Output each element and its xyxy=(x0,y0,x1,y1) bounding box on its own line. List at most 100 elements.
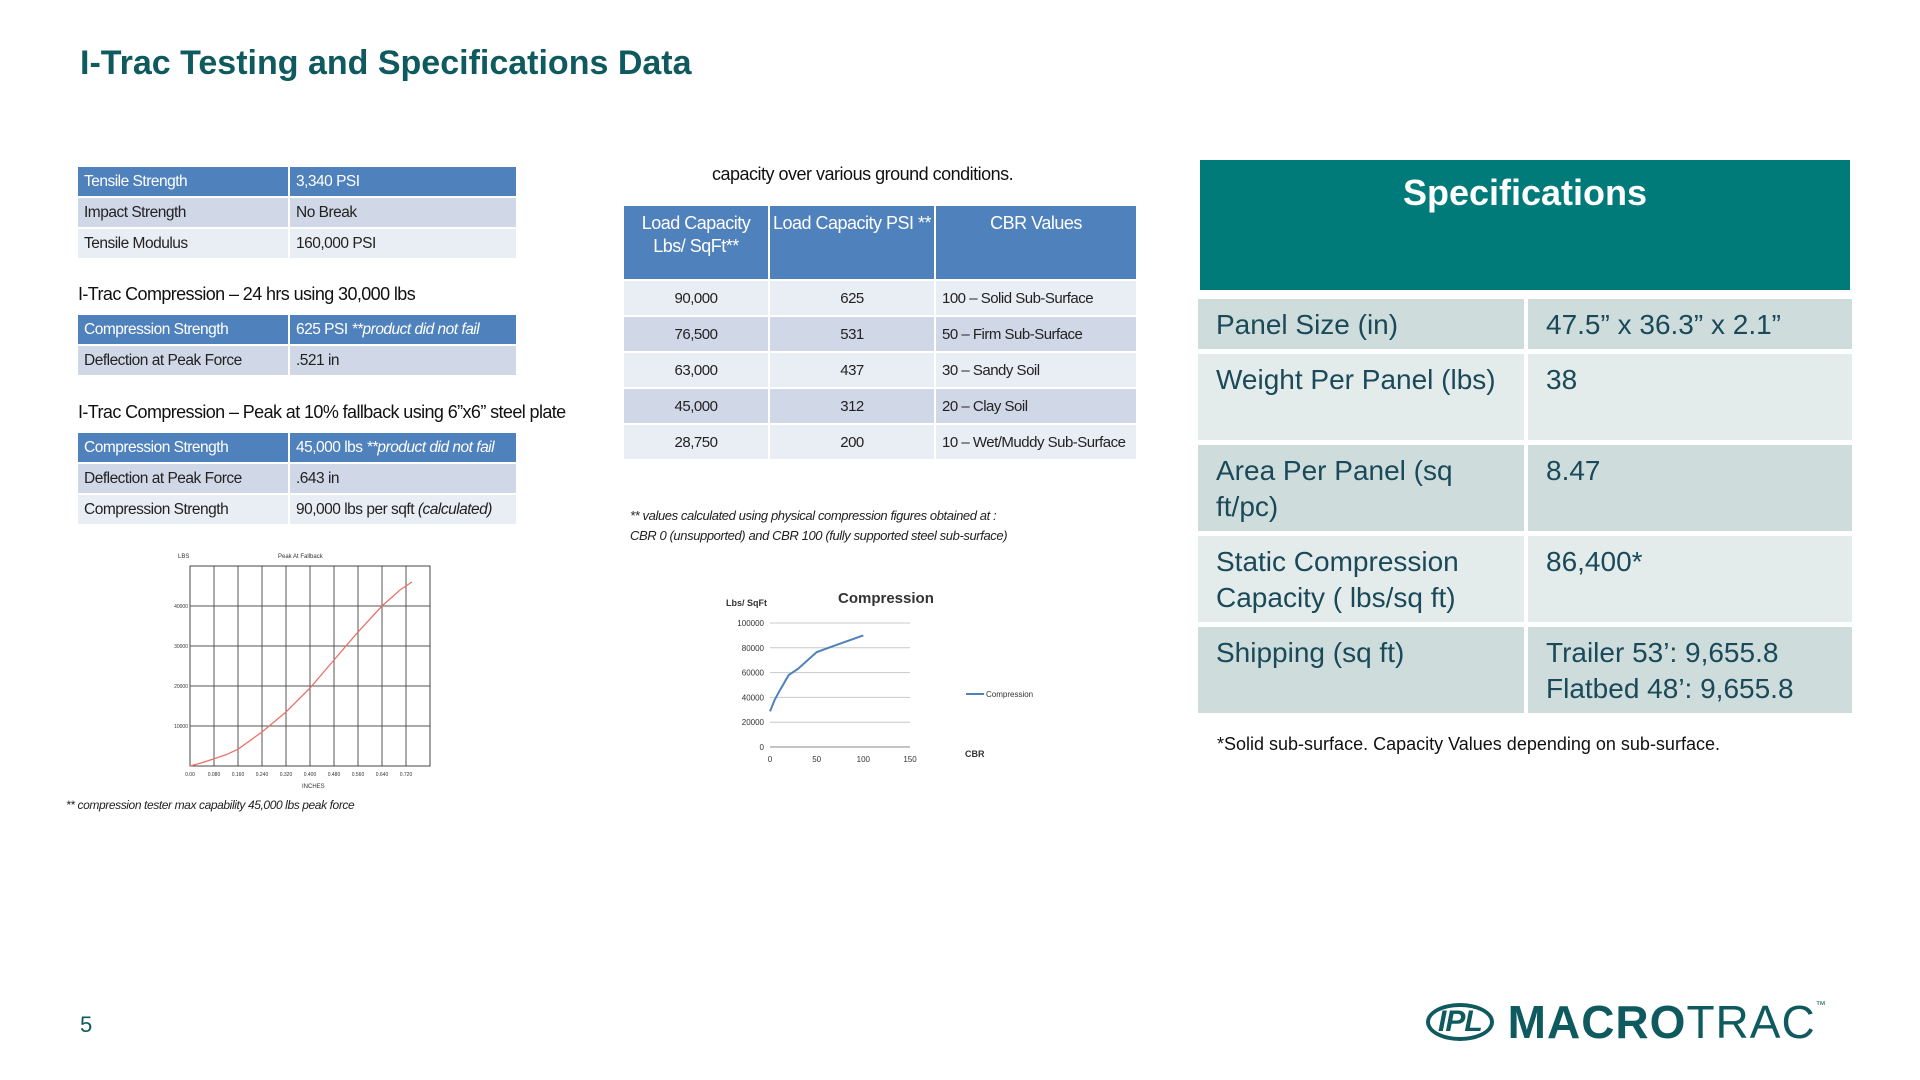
x-tick-label: 0.320 xyxy=(280,772,293,778)
table-cell: 10 – Wet/Muddy Sub-Surface xyxy=(936,425,1136,459)
table-row: 63,000 437 30 – Sandy Soil xyxy=(624,353,1136,387)
y-tick-label: 40000 xyxy=(174,604,188,610)
column-header: Load Capacity Lbs/ SqFt** xyxy=(624,206,768,279)
spec-label: Weight Per Panel (lbs) xyxy=(1198,354,1528,440)
table-row: Compression Strength 625 PSI **product d… xyxy=(78,315,516,344)
table-row: Deflection at Peak Force .643 in xyxy=(78,464,516,493)
y-tick-label: 20000 xyxy=(742,718,765,727)
y-tick-label: 20000 xyxy=(174,684,188,690)
peak-chart-footnote: ** compression tester max capability 45,… xyxy=(66,798,355,812)
logo-text-macro: MACRO xyxy=(1507,996,1687,1048)
chart-title: Compression xyxy=(838,590,934,607)
logo-trademark: ™ xyxy=(1815,1000,1826,1011)
load-capacity-table: Load Capacity Lbs/ SqFt** Load Capacity … xyxy=(622,204,1138,461)
property-value: 160,000 PSI xyxy=(290,229,516,258)
spec-value: 8.47 xyxy=(1528,445,1852,531)
x-axis-label: CBR xyxy=(965,749,985,759)
table-row: Shipping (sq ft) Trailer 53’: 9,655.8 Fla… xyxy=(1198,627,1852,713)
spec-label: Panel Size (in) xyxy=(1198,299,1528,349)
properties-table: Tensile Strength 3,340 PSI Impact Streng… xyxy=(76,165,518,260)
table-cell: 50 – Firm Sub-Surface xyxy=(936,317,1136,351)
compression-24h-caption: I-Trac Compression – 24 hrs using 30,000… xyxy=(78,284,416,304)
x-tick-label: 0.00 xyxy=(185,772,195,778)
table-row: Compression Strength 45,000 lbs **produc… xyxy=(78,433,516,462)
spec-label: Static Compression Capacity ( lbs/sq ft) xyxy=(1198,536,1528,622)
compression-peak-table: Compression Strength 45,000 lbs **produc… xyxy=(76,431,518,526)
load-table-caption: capacity over various ground conditions. xyxy=(712,164,1014,184)
table-row: Area Per Panel (sq ft/pc) 8.47 xyxy=(1198,445,1852,531)
table-cell: 76,500 xyxy=(624,317,768,351)
x-tick-label: 150 xyxy=(903,755,917,764)
x-tick-label: 0.160 xyxy=(232,772,245,778)
spec-value: 47.5” x 36.3” x 2.1” xyxy=(1528,299,1852,349)
series-line xyxy=(189,581,413,767)
table-cell: 30 – Sandy Soil xyxy=(936,353,1136,387)
logo-text-trac: TRAC xyxy=(1686,996,1816,1048)
property-value: No Break xyxy=(290,198,516,227)
column-header: CBR Values xyxy=(936,206,1136,279)
table-cell: 45,000 xyxy=(624,389,768,423)
peak-at-fallback-chart: Peak At Fallback LBS INCHES 10000 20000 30000… xyxy=(174,554,431,790)
property-label: Compression Strength xyxy=(78,315,288,344)
table-row: Deflection at Peak Force .521 in xyxy=(78,346,516,375)
y-axis-label: LBS xyxy=(178,554,189,560)
table-cell: 437 xyxy=(770,353,934,387)
y-axis-label: Lbs/ SqFt xyxy=(726,598,767,608)
x-tick-label: 0.080 xyxy=(208,772,221,778)
load-table-footnote-2: CBR 0 (unsupported) and CBR 100 (fully s… xyxy=(630,528,1008,543)
table-cell: 100 – Solid Sub-Surface xyxy=(936,281,1136,315)
table-row: 90,000 625 100 – Solid Sub-Surface xyxy=(624,281,1136,315)
property-label: Deflection at Peak Force xyxy=(78,346,288,375)
y-tick-label: 30000 xyxy=(174,644,188,650)
specifications-header: Specifications xyxy=(1200,160,1850,290)
table-cell: 531 xyxy=(770,317,934,351)
specifications-table: Panel Size (in) 47.5” x 36.3” x 2.1” Wei… xyxy=(1198,294,1852,718)
property-value: 625 PSI **product did not fail xyxy=(290,315,516,344)
table-cell: 90,000 xyxy=(624,281,768,315)
table-cell: 63,000 xyxy=(624,353,768,387)
compression-peak-caption: I-Trac Compression – Peak at 10% fallbac… xyxy=(78,402,566,422)
spec-value: 38 xyxy=(1528,354,1852,440)
chart-title: Peak At Fallback xyxy=(278,554,324,560)
y-tick-label: 10000 xyxy=(174,724,188,730)
table-row: 45,000 312 20 – Clay Soil xyxy=(624,389,1136,423)
spec-value: Trailer 53’: 9,655.8 Flatbed 48’: 9,655.8 xyxy=(1528,627,1852,713)
compression-chart: Compression Lbs/ SqFt CBR 0 20000 40000 60000 8… xyxy=(726,590,1033,764)
table-row: Weight Per Panel (lbs) 38 xyxy=(1198,354,1852,440)
page-number: 5 xyxy=(80,1012,93,1037)
x-tick-label: 100 xyxy=(857,755,871,764)
table-cell: 28,750 xyxy=(624,425,768,459)
spec-value: 86,400* xyxy=(1528,536,1852,622)
spec-label: Shipping (sq ft) xyxy=(1198,627,1528,713)
property-label: Compression Strength xyxy=(78,433,288,462)
table-row: Compression Strength 90,000 lbs per sqft… xyxy=(78,495,516,524)
load-table-footnote-1: ** values calculated using physical comp… xyxy=(630,508,997,523)
property-value: 3,340 PSI xyxy=(290,167,516,196)
column-header: Load Capacity PSI ** xyxy=(770,206,934,279)
x-axis-label: INCHES xyxy=(302,784,325,790)
x-tick-label: 0.480 xyxy=(328,772,341,778)
ipl-logo-mark: IPL xyxy=(1426,1003,1494,1041)
table-cell: 625 xyxy=(770,281,934,315)
table-row: 28,750 200 10 – Wet/Muddy Sub-Surface xyxy=(624,425,1136,459)
specifications-footnote: *Solid sub-surface. Capacity Values depe… xyxy=(1217,734,1720,754)
page-title: I-Trac Testing and Specifications Data xyxy=(80,44,692,82)
x-tick-label: 0.720 xyxy=(400,772,413,778)
table-row: Panel Size (in) 47.5” x 36.3” x 2.1” xyxy=(1198,299,1852,349)
table-row: 76,500 531 50 – Firm Sub-Surface xyxy=(624,317,1136,351)
property-value: 45,000 lbs **product did not fail xyxy=(290,433,516,462)
table-cell: 200 xyxy=(770,425,934,459)
property-label: Tensile Strength xyxy=(78,167,288,196)
x-tick-label: 0.400 xyxy=(304,772,317,778)
x-tick-label: 50 xyxy=(812,755,821,764)
table-header-row: Load Capacity Lbs/ SqFt** Load Capacity … xyxy=(624,206,1136,279)
y-tick-label: 80000 xyxy=(742,644,765,653)
table-cell: 312 xyxy=(770,389,934,423)
spec-label: Area Per Panel (sq ft/pc) xyxy=(1198,445,1528,531)
y-tick-label: 100000 xyxy=(737,619,764,628)
property-label: Impact Strength xyxy=(78,198,288,227)
legend-label: Compression xyxy=(986,690,1033,699)
property-label: Tensile Modulus xyxy=(78,229,288,258)
x-tick-label: 0.640 xyxy=(376,772,389,778)
property-value: .643 in xyxy=(290,464,516,493)
